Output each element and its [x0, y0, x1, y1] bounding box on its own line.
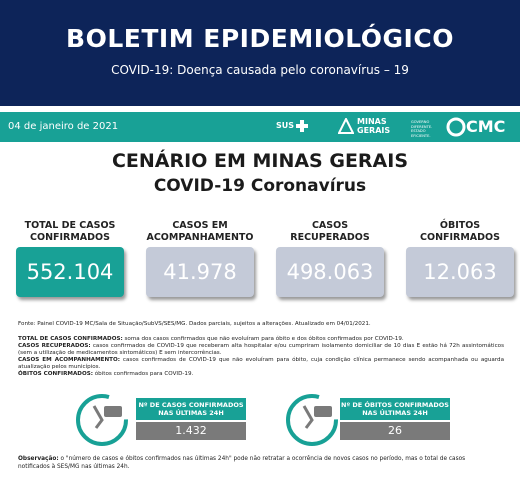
- clock-icon: [76, 394, 128, 446]
- logo-slogan: GOVERNO DIFERENTE. ESTADO EFICIENTE.: [411, 120, 433, 138]
- subtitle: COVID-19: Doença causada pelo coronavíru…: [111, 63, 409, 77]
- card-value: 498.063: [276, 247, 384, 297]
- heading: CENÁRIO EM MINAS GERAIS: [111, 150, 409, 172]
- definition: CASOS EM ACOMPANHAMENTO: casos confirmad…: [18, 357, 504, 371]
- title: BOLETIM EPIDEMIOLÓGICO: [66, 24, 454, 53]
- card-value: 41.978: [146, 247, 254, 297]
- clock-icon: [286, 394, 338, 446]
- last-label: Nº DE CASOS CONFIRMADOS NAS ÚLTIMAS 24H: [136, 398, 246, 420]
- cross-icon: [296, 120, 308, 132]
- note-term: Observação:: [18, 456, 59, 462]
- definition-text: soma dos casos confirmados que não evolu…: [124, 336, 404, 342]
- card-value: 12.063: [406, 247, 514, 297]
- last-value: 26: [340, 422, 450, 440]
- source: Fonte: Painel COVID-19 MC/Sala de Situaç…: [18, 321, 371, 327]
- card-label: TOTAL DE CASOS CONFIRMADOS: [24, 220, 116, 243]
- definition-text: casos confirmados de COVID-19 que recebe…: [18, 343, 504, 356]
- definition-term: CASOS EM ACOMPANHAMENTO:: [18, 357, 120, 363]
- definitions: TOTAL DE CASOS CONFIRMADOS: soma dos cas…: [18, 336, 504, 378]
- mg-icon: [338, 118, 354, 134]
- logo-mg: MINAS GERAIS: [357, 117, 391, 135]
- cmc-icon: [446, 117, 466, 137]
- note: Observação: o "número de casos e óbitos …: [18, 455, 498, 471]
- definition: TOTAL DE CASOS CONFIRMADOS: soma dos cas…: [18, 336, 504, 343]
- date-band: 04 de janeiro de 2021 SUS MINAS GERAIS G…: [0, 112, 520, 142]
- card-value: 552.104: [16, 247, 124, 297]
- last-value: 1.432: [136, 422, 246, 440]
- logo-sus: SUS: [276, 121, 295, 130]
- definition-term: ÓBITOS CONFIRMADOS:: [18, 371, 93, 377]
- last-label: Nº DE ÓBITOS CONFIRMADOS NAS ÚLTIMAS 24H: [340, 398, 450, 420]
- card-label: CASOS EM ACOMPANHAMENTO: [146, 220, 254, 243]
- logo-cmc: CMC: [466, 117, 506, 136]
- definition-text: óbitos confirmados para COVID-19.: [94, 371, 194, 377]
- definition-term: CASOS RECUPERADOS:: [18, 343, 91, 349]
- definition-text: casos confirmados de COVID-19 que não ev…: [18, 357, 504, 370]
- definition-term: TOTAL DE CASOS CONFIRMADOS:: [18, 336, 123, 342]
- note-text: o "número de casos e óbitos confirmados …: [18, 456, 466, 470]
- subheading: COVID-19 Coronavírus: [153, 176, 367, 196]
- card-label: ÓBITOS CONFIRMADOS: [420, 220, 500, 243]
- header: BOLETIM EPIDEMIOLÓGICO COVID-19: Doença …: [0, 0, 520, 106]
- definition: CASOS RECUPERADOS: casos confirmados de …: [18, 343, 504, 357]
- card-label: CASOS RECUPERADOS: [290, 220, 370, 243]
- date: 04 de janeiro de 2021: [8, 121, 119, 132]
- definition: ÓBITOS CONFIRMADOS: óbitos confirmados p…: [18, 371, 504, 378]
